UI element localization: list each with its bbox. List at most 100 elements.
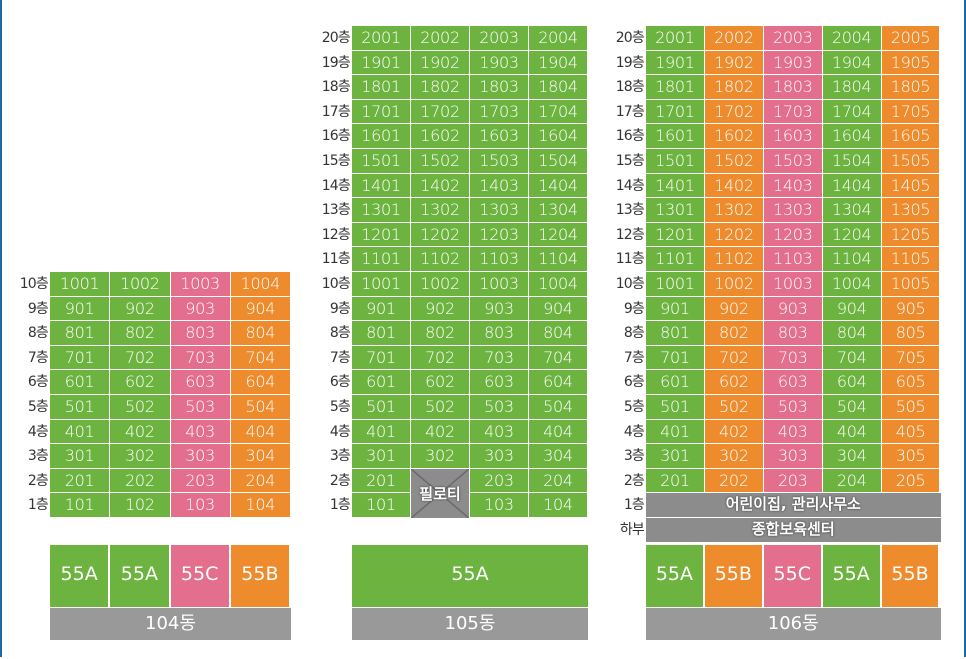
- unit-cell[interactable]: 1404: [822, 173, 882, 199]
- unit-cell[interactable]: 1103: [470, 247, 529, 272]
- unit-cell[interactable]: 1202: [411, 222, 470, 248]
- unit-cell[interactable]: 202: [110, 468, 171, 494]
- unit-cell[interactable]: 1601: [646, 124, 705, 149]
- unit-cell[interactable]: 1403: [763, 173, 823, 199]
- unit-cell[interactable]: 103: [470, 493, 529, 518]
- unit-cell[interactable]: 2001: [646, 26, 705, 51]
- unit-cell[interactable]: 1003: [470, 272, 529, 297]
- unit-cell[interactable]: 704: [529, 345, 588, 371]
- unit-cell[interactable]: 1102: [704, 247, 764, 272]
- unit-cell[interactable]: 803: [470, 321, 529, 346]
- unit-cell[interactable]: 804: [230, 321, 291, 346]
- unit-cell[interactable]: 1203: [763, 222, 823, 248]
- unit-cell[interactable]: 1001: [352, 272, 411, 297]
- unit-cell[interactable]: 803: [763, 321, 823, 346]
- unit-cell[interactable]: 1805: [881, 75, 941, 100]
- unit-cell[interactable]: 605: [881, 370, 941, 395]
- unit-cell[interactable]: 1604: [529, 124, 588, 149]
- unit-cell[interactable]: 704: [822, 345, 882, 371]
- unit-cell[interactable]: 302: [411, 444, 470, 469]
- unit-cell[interactable]: 903: [763, 296, 823, 322]
- unit-cell[interactable]: 604: [822, 370, 882, 395]
- unit-cell[interactable]: 1704: [822, 99, 882, 125]
- unit-cell[interactable]: 1302: [704, 198, 764, 223]
- unit-cell[interactable]: 604: [529, 370, 588, 395]
- unit-cell[interactable]: 1304: [822, 198, 882, 223]
- unit-cell[interactable]: 402: [411, 419, 470, 445]
- unit-cell[interactable]: 1202: [704, 222, 764, 248]
- unit-cell[interactable]: 502: [411, 395, 470, 420]
- unit-cell[interactable]: 1801: [352, 75, 411, 100]
- unit-cell[interactable]: 502: [110, 395, 171, 420]
- unit-cell[interactable]: 1403: [470, 173, 529, 199]
- unit-cell[interactable]: 1401: [352, 173, 411, 199]
- unit-cell[interactable]: 804: [822, 321, 882, 346]
- unit-cell[interactable]: 1103: [763, 247, 823, 272]
- unit-cell[interactable]: 702: [704, 345, 764, 371]
- unit-cell[interactable]: 602: [411, 370, 470, 395]
- unit-cell[interactable]: 1603: [470, 124, 529, 149]
- unit-cell[interactable]: 503: [170, 395, 231, 420]
- unit-cell[interactable]: 1104: [529, 247, 588, 272]
- unit-cell[interactable]: 1502: [704, 149, 764, 174]
- unit-cell[interactable]: 2005: [881, 26, 941, 51]
- unit-cell[interactable]: 2003: [470, 26, 529, 51]
- unit-cell[interactable]: 804: [529, 321, 588, 346]
- unit-cell[interactable]: 1405: [881, 173, 941, 199]
- unit-cell[interactable]: 601: [352, 370, 411, 395]
- unit-cell[interactable]: 1701: [352, 99, 411, 125]
- unit-cell[interactable]: 502: [704, 395, 764, 420]
- unit-cell[interactable]: 305: [881, 444, 941, 469]
- unit-cell[interactable]: 303: [470, 444, 529, 469]
- unit-cell[interactable]: 903: [170, 296, 231, 322]
- unit-cell[interactable]: 303: [763, 444, 823, 469]
- unit-cell[interactable]: 1804: [529, 75, 588, 100]
- unit-cell[interactable]: 101: [50, 493, 111, 518]
- unit-cell[interactable]: 1002: [411, 272, 470, 297]
- unit-cell[interactable]: 1204: [822, 222, 882, 248]
- unit-cell[interactable]: 402: [110, 419, 171, 445]
- unit-cell[interactable]: 601: [646, 370, 705, 395]
- unit-cell[interactable]: 504: [529, 395, 588, 420]
- unit-cell[interactable]: 1001: [646, 272, 705, 297]
- unit-cell[interactable]: 1504: [529, 149, 588, 174]
- unit-cell[interactable]: 1904: [529, 50, 588, 76]
- unit-cell[interactable]: 705: [881, 345, 941, 371]
- unit-cell[interactable]: 1704: [529, 99, 588, 125]
- unit-cell[interactable]: 1402: [704, 173, 764, 199]
- unit-cell[interactable]: 504: [230, 395, 291, 420]
- unit-cell[interactable]: 1901: [352, 50, 411, 76]
- unit-cell[interactable]: 801: [50, 321, 111, 346]
- unit-cell[interactable]: 703: [170, 345, 231, 371]
- unit-cell[interactable]: 302: [704, 444, 764, 469]
- unit-cell[interactable]: 702: [110, 345, 171, 371]
- unit-cell[interactable]: 701: [352, 345, 411, 371]
- unit-cell[interactable]: 403: [763, 419, 823, 445]
- unit-cell[interactable]: 1003: [170, 272, 231, 297]
- unit-cell[interactable]: 904: [822, 296, 882, 322]
- unit-cell[interactable]: 1605: [881, 124, 941, 149]
- unit-cell[interactable]: 1401: [646, 173, 705, 199]
- unit-cell[interactable]: 701: [50, 345, 111, 371]
- unit-cell[interactable]: 203: [170, 468, 231, 494]
- unit-cell[interactable]: 703: [470, 345, 529, 371]
- unit-cell[interactable]: 603: [470, 370, 529, 395]
- unit-cell[interactable]: 202: [704, 468, 764, 494]
- unit-cell[interactable]: 301: [646, 444, 705, 469]
- unit-cell[interactable]: 102: [110, 493, 171, 518]
- unit-cell[interactable]: 1201: [646, 222, 705, 248]
- unit-cell[interactable]: 1701: [646, 99, 705, 125]
- unit-cell[interactable]: 602: [704, 370, 764, 395]
- unit-cell[interactable]: 1104: [822, 247, 882, 272]
- unit-cell[interactable]: 1601: [352, 124, 411, 149]
- unit-cell[interactable]: 1703: [470, 99, 529, 125]
- unit-cell[interactable]: 501: [646, 395, 705, 420]
- unit-cell[interactable]: 1101: [352, 247, 411, 272]
- unit-cell[interactable]: 1602: [411, 124, 470, 149]
- unit-cell[interactable]: 405: [881, 419, 941, 445]
- unit-cell[interactable]: 503: [763, 395, 823, 420]
- unit-cell[interactable]: 303: [170, 444, 231, 469]
- unit-cell[interactable]: 1304: [529, 198, 588, 223]
- unit-cell[interactable]: 505: [881, 395, 941, 420]
- unit-cell[interactable]: 603: [763, 370, 823, 395]
